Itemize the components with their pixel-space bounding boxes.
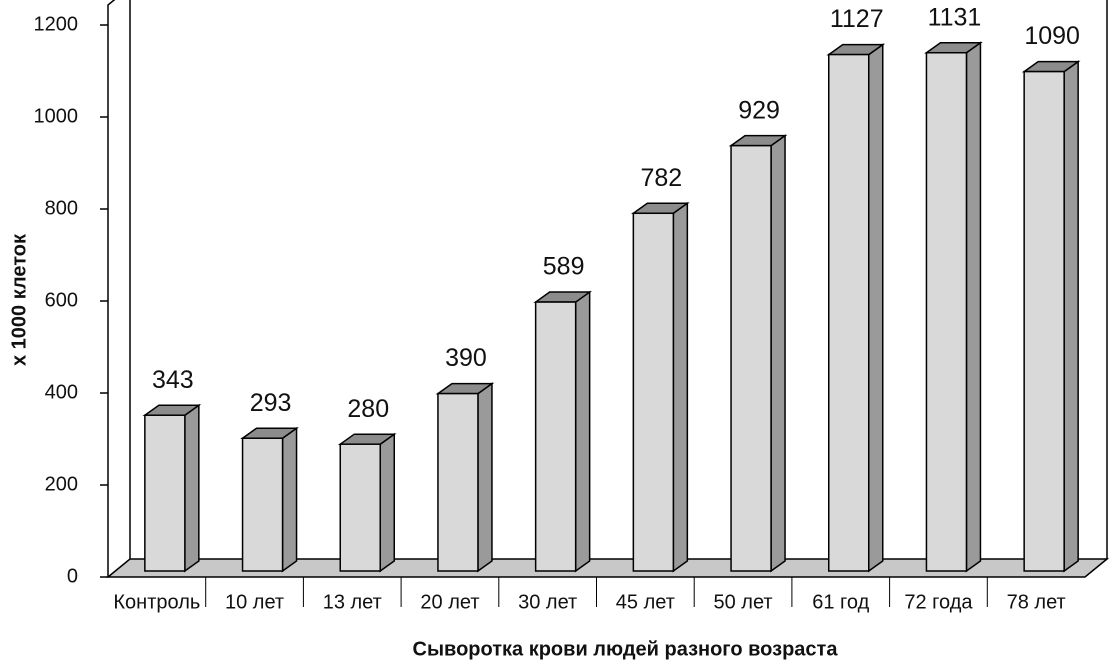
bar-side [477,382,493,573]
y-tick-label: 400 [45,381,78,403]
bar [925,51,968,572]
x-tick-label: 50 лет [714,591,773,613]
y-tick-label: 200 [45,473,78,495]
y-tick-label: 600 [45,289,78,311]
bar [144,414,186,572]
bar-side [281,426,298,573]
data-label: 929 [738,96,780,124]
data-label: 1127 [830,5,884,33]
bar-side [1063,60,1079,573]
x-tick-label: 20 лет [420,591,479,613]
bar [339,443,381,572]
data-label: 782 [640,164,682,192]
data-label: 293 [250,389,292,417]
x-tick-label: 45 лет [616,591,675,613]
y-tick-label: 800 [45,197,78,219]
bar-side [379,432,395,573]
back-wall [107,0,131,577]
x-axis-title: Сыворотка крови людей разного возраста [413,638,839,660]
x-tick-label: 10 лет [225,591,284,613]
bar [828,53,870,572]
bar [632,212,675,572]
y-tick-label: 0 [67,565,78,587]
bar [730,144,772,572]
y-tick-label: 1200 [34,13,79,35]
data-label: 390 [445,344,487,372]
x-tick-label: 61 год [812,591,869,613]
bar [534,301,577,572]
y-axis-title: х 1000 клеток [8,233,30,366]
bar-side [965,41,982,573]
data-label: 589 [543,253,585,281]
x-tick-label: Контроль [113,591,200,613]
data-label: 343 [152,366,194,394]
data-label: 1131 [928,3,982,31]
bar-side [868,43,884,573]
y-tick-label: 1000 [34,105,79,127]
bar [437,392,479,572]
bar [241,437,284,572]
data-label: 1090 [1024,22,1080,50]
bar-side [184,403,200,573]
bar-side [770,134,786,573]
x-tick-label: 72 года [904,591,973,613]
data-label: 280 [347,395,389,423]
bar-side [574,290,591,573]
bar-side [672,201,689,573]
bar [1023,70,1065,572]
x-tick-label: 30 лет [518,591,577,613]
x-tick-label: 78 лет [1007,591,1066,613]
x-tick-label: 13 лет [323,591,382,613]
